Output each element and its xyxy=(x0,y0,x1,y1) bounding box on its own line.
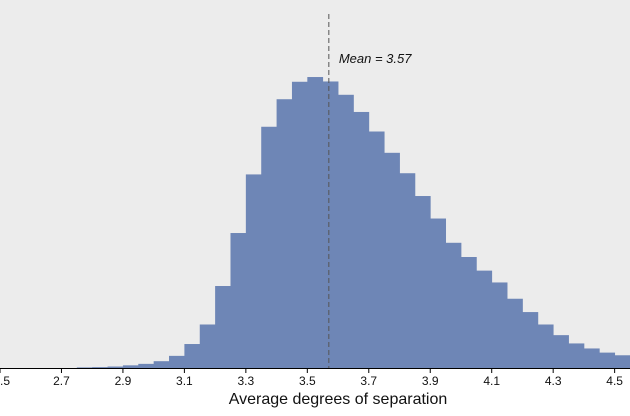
histogram-bar xyxy=(184,344,201,368)
histogram-bars xyxy=(76,77,630,369)
histogram-bar xyxy=(460,257,477,368)
histogram-bar xyxy=(507,298,523,368)
histogram-bar xyxy=(276,99,293,368)
x-axis-title: Average degrees of separation xyxy=(229,391,448,408)
histogram-bar xyxy=(384,152,400,368)
histogram-bar xyxy=(414,196,431,368)
histogram-bar xyxy=(107,366,124,368)
histogram-bar xyxy=(199,324,216,368)
histogram-bar xyxy=(553,335,569,368)
x-axis-ticks: .5 2.7 2.9 3.1 3.3 3.5 3.7 3.9 4.1 4.3 4.5 xyxy=(0,368,623,388)
histogram-bar xyxy=(353,111,370,369)
histogram-bar xyxy=(122,365,139,368)
histogram-bar xyxy=(92,367,108,368)
histogram-bar xyxy=(153,361,170,368)
x-tick-label: .5 xyxy=(0,374,10,388)
histogram-bar xyxy=(583,348,600,368)
histogram-bar xyxy=(291,81,308,369)
x-tick-label: 2.7 xyxy=(53,374,70,388)
histogram-bar xyxy=(399,173,416,368)
histogram-bar xyxy=(322,81,339,368)
x-tick-label: 4.1 xyxy=(483,374,500,388)
histogram-bar xyxy=(245,174,262,368)
histogram-bar xyxy=(476,270,493,368)
x-tick-label: 3.7 xyxy=(360,374,377,388)
x-tick-label: 4.3 xyxy=(545,374,562,388)
histogram-bar xyxy=(430,218,447,368)
histogram-bar xyxy=(169,355,185,368)
histogram-bar xyxy=(138,363,155,368)
histogram-bar xyxy=(491,282,508,368)
histogram-bar xyxy=(307,77,324,368)
histogram-bar xyxy=(568,343,585,368)
x-tick-label: 3.3 xyxy=(238,374,255,388)
histogram-bar xyxy=(76,367,93,368)
histogram-bar xyxy=(599,352,616,368)
x-tick-label: 3.9 xyxy=(422,374,439,388)
histogram-bar xyxy=(261,126,277,368)
histogram-bar xyxy=(614,355,630,368)
histogram-bar xyxy=(445,242,462,368)
histogram-bar xyxy=(522,312,539,368)
x-tick-label: 3.1 xyxy=(176,374,193,388)
histogram-bar xyxy=(338,94,354,368)
x-tick-label: 4.5 xyxy=(606,374,623,388)
mean-label: Mean = 3.57 xyxy=(339,51,412,66)
histogram-bar xyxy=(537,324,554,368)
histogram-bar xyxy=(368,131,385,368)
histogram-bar xyxy=(230,233,247,368)
x-tick-label: 2.9 xyxy=(115,374,132,388)
x-tick-label: 3.5 xyxy=(299,374,316,388)
histogram-bar xyxy=(215,286,231,368)
